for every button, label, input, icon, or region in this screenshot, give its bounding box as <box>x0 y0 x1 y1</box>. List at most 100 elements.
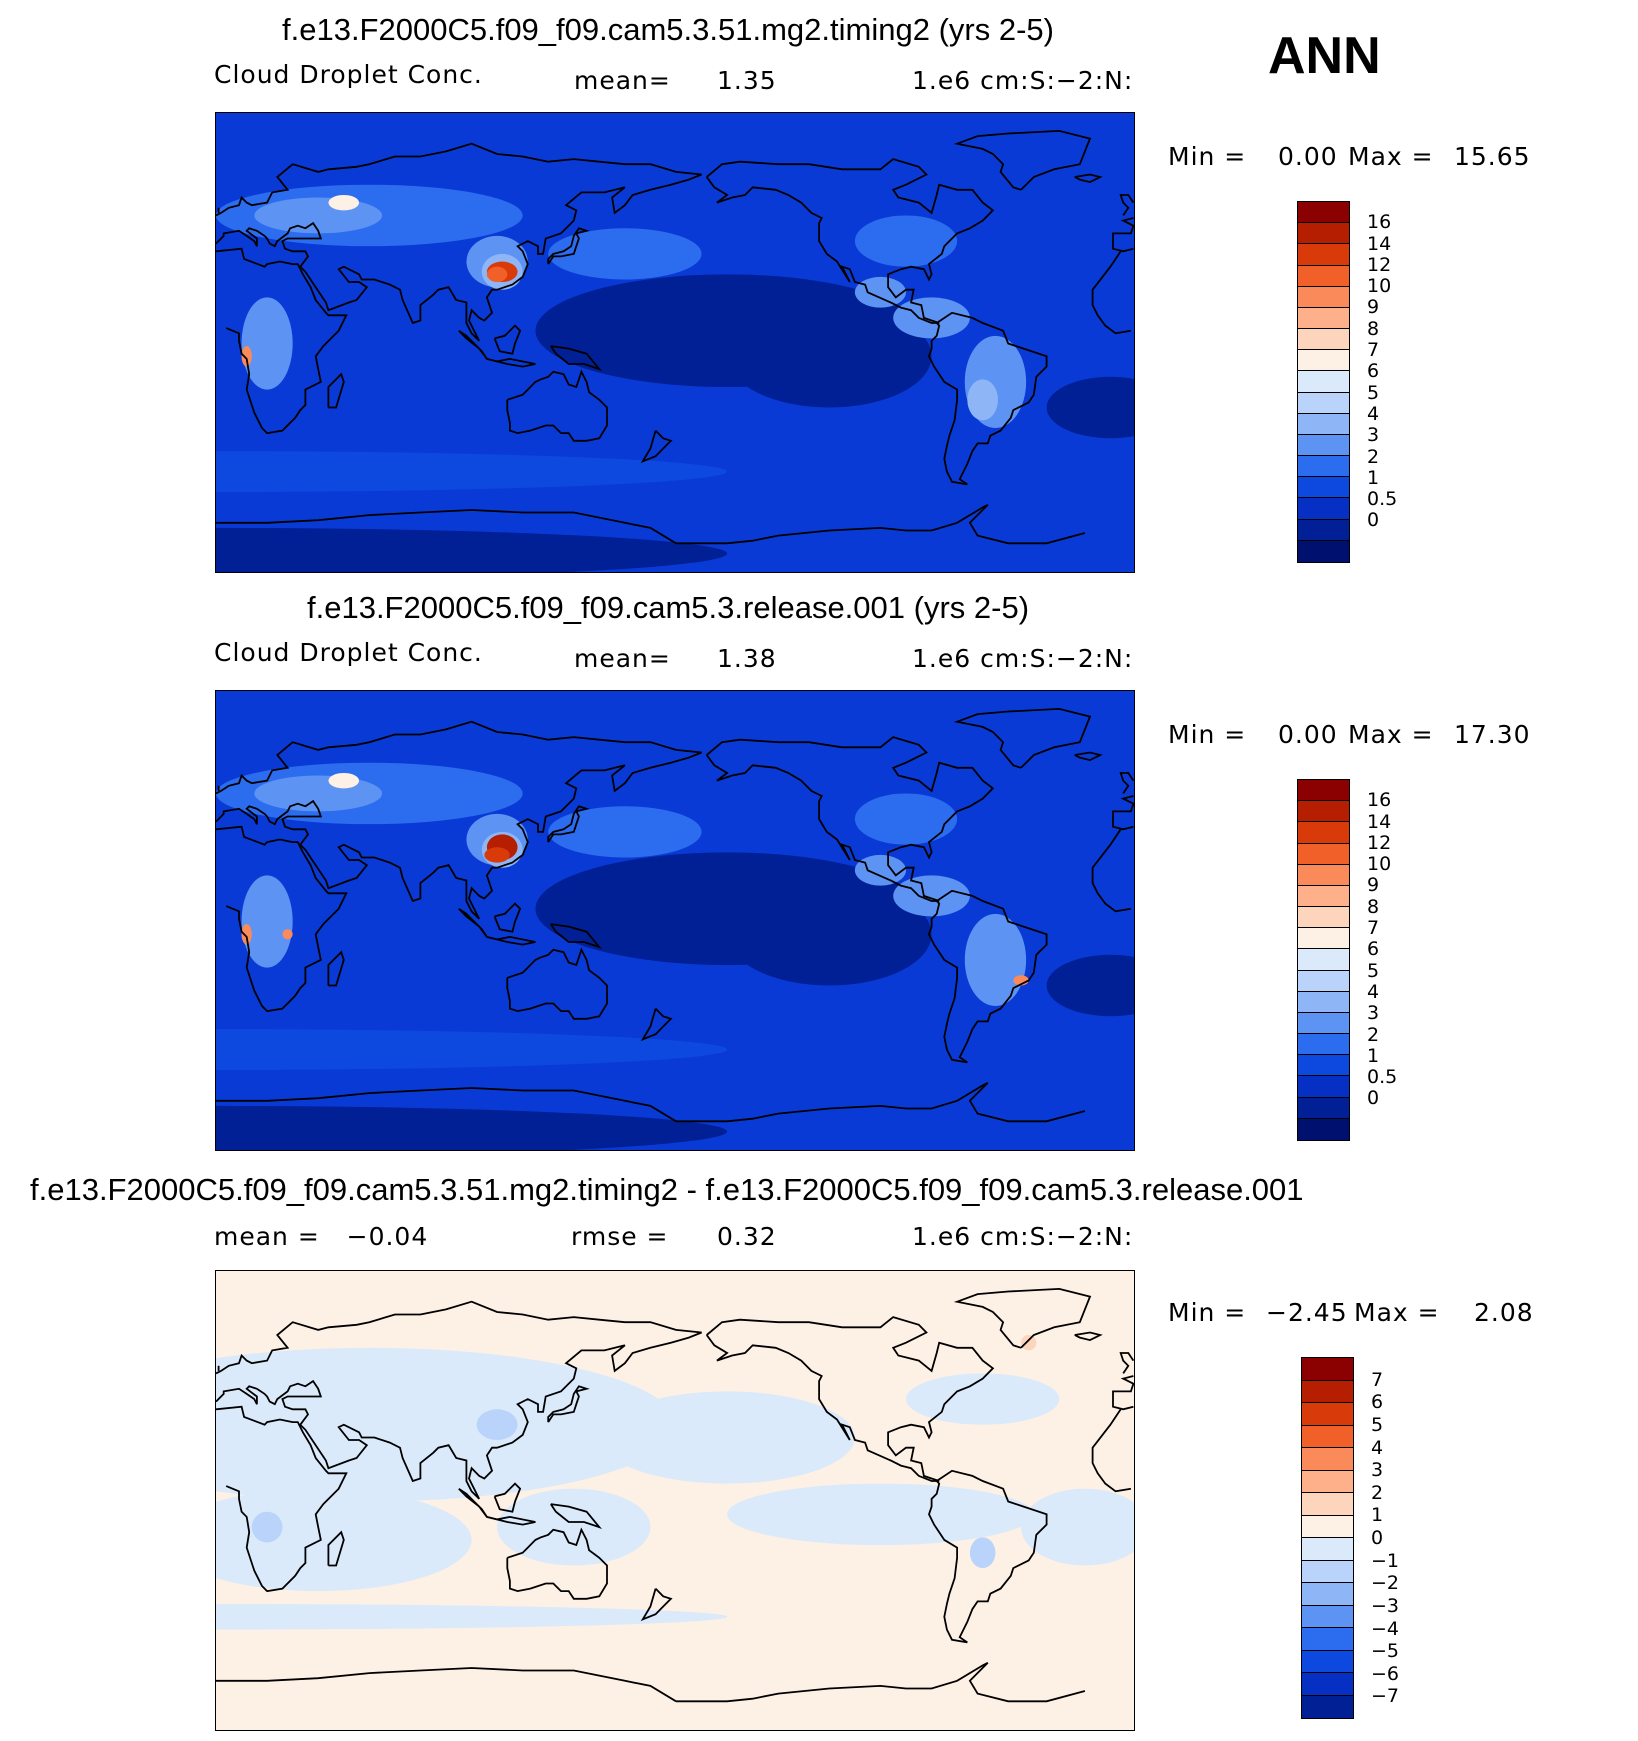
colorbar-swatch <box>1302 1493 1353 1516</box>
colorbar-tick-label: 5 <box>1367 381 1380 404</box>
panel-3-min-label: Min = <box>1168 1298 1247 1327</box>
panel-1-colorbar <box>1297 201 1350 563</box>
colorbar-swatch <box>1298 202 1349 224</box>
colorbar-tick-label: 12 <box>1367 253 1392 276</box>
colorbar-tick-label: 0 <box>1367 509 1380 532</box>
panel-2-units: 1.e6 cm:S:−2:N: <box>912 644 1134 673</box>
colorbar-swatch <box>1298 822 1349 844</box>
colorbar-tick-label: 3 <box>1371 1459 1384 1482</box>
colorbar-tick-label: 3 <box>1367 1002 1380 1025</box>
panel-2-variable-label: Cloud Droplet Conc. <box>214 638 483 667</box>
colorbar-swatch <box>1298 456 1349 478</box>
panel-3-colorbar-labels: 7 6 5 4 3 2 1 0 −1 −2 −3 −4 −5 −6 −7 <box>1371 1357 1451 1719</box>
colorbar-tick-label: −2 <box>1371 1572 1400 1595</box>
colorbar-swatch <box>1298 970 1349 992</box>
panel-3-max-label: Max = <box>1354 1298 1440 1327</box>
colorbar-swatch <box>1302 1695 1353 1718</box>
panel-1-colorbar-labels: 16 14 12 10 9 8 7 6 5 4 3 2 1 0.5 0 <box>1367 201 1447 563</box>
colorbar-tick-label: 3 <box>1367 424 1380 447</box>
colorbar-tick-label: 16 <box>1367 789 1392 812</box>
colorbar-tick-label: 4 <box>1371 1436 1384 1459</box>
colorbar-swatch <box>1298 307 1349 330</box>
colorbar-swatch <box>1302 1403 1353 1426</box>
colorbar-swatch <box>1298 477 1349 499</box>
panel-1-title: f.e13.F2000C5.f09_f09.cam5.3.51.mg2.timi… <box>282 12 1054 47</box>
panel-3-rmse-value: 0.32 <box>717 1222 777 1251</box>
colorbar-swatch <box>1298 223 1349 245</box>
colorbar-swatch <box>1302 1583 1353 1606</box>
colorbar-tick-label: 9 <box>1367 874 1380 897</box>
colorbar-tick-label: 6 <box>1367 938 1380 961</box>
colorbar-swatch <box>1302 1358 1353 1381</box>
panel-3-max-value: 2.08 <box>1474 1298 1534 1327</box>
panel-2-mean-value: 1.38 <box>717 644 777 673</box>
colorbar-tick-label: 7 <box>1371 1368 1384 1391</box>
colorbar-tick-label: 2 <box>1371 1481 1384 1504</box>
colorbar-swatch <box>1298 350 1349 372</box>
colorbar-tick-label: 5 <box>1371 1413 1384 1436</box>
colorbar-tick-label: 9 <box>1367 296 1380 319</box>
colorbar-swatch <box>1298 329 1349 351</box>
colorbar-tick-label: 4 <box>1367 980 1380 1003</box>
panel-3-units: 1.e6 cm:S:−2:N: <box>912 1222 1134 1251</box>
panel-2-max-value: 17.30 <box>1454 720 1531 749</box>
colorbar-tick-label: 0 <box>1367 1087 1380 1110</box>
colorbar-tick-label: 14 <box>1367 232 1392 255</box>
colorbar-swatch <box>1302 1425 1353 1448</box>
season-label: ANN <box>1268 27 1381 85</box>
colorbar-swatch <box>1298 413 1349 435</box>
panel-2-min-value: 0.00 <box>1278 720 1338 749</box>
panel-1-min-label: Min = <box>1168 142 1247 171</box>
panel-1-max-value: 15.65 <box>1454 142 1531 171</box>
colorbar-tick-label: 0 <box>1371 1527 1384 1549</box>
colorbar-swatch <box>1298 265 1349 287</box>
colorbar-swatch <box>1298 286 1349 308</box>
colorbar-tick-label: −3 <box>1371 1594 1400 1617</box>
colorbar-swatch <box>1298 392 1349 414</box>
panel-2-max-label: Max = <box>1348 720 1434 749</box>
colorbar-tick-label: −5 <box>1371 1640 1400 1663</box>
panel-1-variable-label: Cloud Droplet Conc. <box>214 60 483 89</box>
colorbar-swatch <box>1298 991 1349 1013</box>
colorbar-swatch <box>1298 1055 1349 1077</box>
colorbar-swatch <box>1298 928 1349 950</box>
panel-2-colorbar <box>1297 779 1350 1141</box>
panel-1-max-label: Max = <box>1348 142 1434 171</box>
colorbar-swatch <box>1302 1515 1353 1538</box>
colorbar-swatch <box>1298 1076 1349 1098</box>
panel-3-map <box>215 1270 1135 1731</box>
panel-2-title: f.e13.F2000C5.f09_f09.cam5.3.release.001… <box>307 590 1030 625</box>
colorbar-tick-label: 0.5 <box>1367 488 1398 511</box>
colorbar-tick-label: 16 <box>1367 211 1392 234</box>
colorbar-swatch <box>1298 885 1349 908</box>
colorbar-swatch <box>1302 1628 1353 1651</box>
colorbar-tick-label: 2 <box>1367 1023 1380 1046</box>
colorbar-swatch <box>1298 1034 1349 1056</box>
panel-3-colorbar <box>1301 1357 1354 1719</box>
colorbar-swatch <box>1298 434 1349 457</box>
colorbar-swatch <box>1298 801 1349 823</box>
panel-3-rmse-label: rmse = <box>571 1222 669 1251</box>
colorbar-tick-label: 10 <box>1367 853 1392 876</box>
colorbar-swatch <box>1302 1650 1353 1673</box>
colorbar-swatch <box>1302 1538 1353 1561</box>
colorbar-tick-label: 5 <box>1367 959 1380 982</box>
colorbar-swatch <box>1302 1470 1353 1493</box>
colorbar-swatch <box>1298 1012 1349 1035</box>
panel-3-min-value: −2.45 <box>1266 1298 1348 1327</box>
panel-1-mean-value: 1.35 <box>717 66 777 95</box>
panel-3-title: f.e13.F2000C5.f09_f09.cam5.3.51.mg2.timi… <box>30 1172 1304 1207</box>
panel-1-units: 1.e6 cm:S:−2:N: <box>912 66 1134 95</box>
colorbar-swatch <box>1302 1380 1353 1403</box>
panel-2-colorbar-labels: 16 14 12 10 9 8 7 6 5 4 3 2 1 0.5 0 <box>1367 779 1447 1141</box>
colorbar-swatch <box>1302 1560 1353 1583</box>
colorbar-tick-label: 6 <box>1371 1391 1384 1414</box>
colorbar-swatch <box>1302 1448 1353 1471</box>
panel-3-mean-label: mean = −0.04 <box>214 1222 429 1251</box>
colorbar-swatch <box>1298 843 1349 865</box>
colorbar-tick-label: 7 <box>1367 339 1380 362</box>
colorbar-tick-label: 0.5 <box>1367 1066 1398 1089</box>
panel-1-map <box>215 112 1135 573</box>
colorbar-tick-label: 1 <box>1371 1504 1384 1527</box>
colorbar-tick-label: 7 <box>1367 917 1380 940</box>
